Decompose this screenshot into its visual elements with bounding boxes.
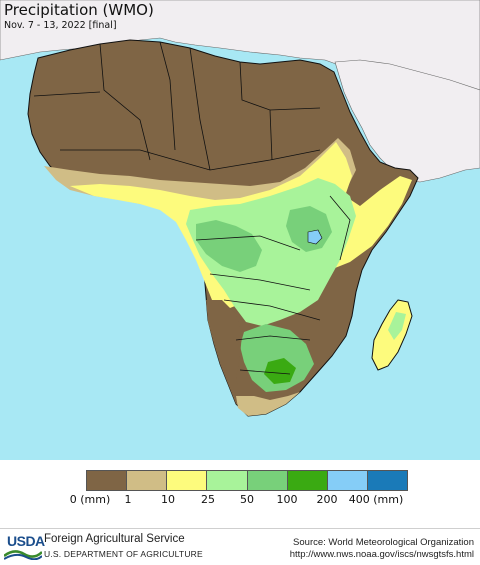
legend-tick-1: 1: [124, 493, 132, 506]
country-borders: [33, 41, 351, 375]
legend-tick-200: 200: [316, 493, 338, 506]
heavy-rain-zone-southern: [240, 324, 314, 392]
lake-victoria: [307, 229, 323, 245]
legend: 0 (mm) 1 10 25 50 100 200 400 (mm): [0, 460, 480, 528]
footer-divider: [0, 528, 480, 529]
data-source: Source: World Meteorological Organizatio…: [293, 537, 474, 548]
arabian-peninsula: [334, 59, 480, 183]
legend-tick-25: 25: [201, 493, 215, 506]
madagascar-wet: [388, 312, 406, 340]
usda-logo-swoosh-icon: [4, 550, 42, 560]
department-name: U.S. DEPARTMENT OF AGRICULTURE: [44, 549, 203, 559]
legend-swatch-25-50: [207, 471, 248, 490]
heavy-rain-zone-congo: [196, 220, 262, 272]
usda-logo-text: USDA: [7, 533, 45, 549]
legend-swatch-1-10: [127, 471, 168, 490]
precipitation-map: Precipitation (WMO) Nov. 7 - 13, 2022 [f…: [0, 0, 480, 460]
source-url-link[interactable]: http://www.nws.noaa.gov/iscs/nwsgtsfs.ht…: [289, 549, 474, 560]
legend-swatch-50-100: [247, 471, 288, 490]
very-heavy-rain-zone: [264, 358, 296, 384]
heavy-rain-zone-great-lakes: [286, 206, 332, 252]
legend-tick-0: 0 (mm): [69, 493, 111, 506]
map-title: Precipitation (WMO): [4, 1, 154, 19]
map-subtitle: Nov. 7 - 13, 2022 [final]: [4, 20, 117, 31]
legend-swatch-200-400: [327, 471, 368, 490]
legend-swatch-10-25: [167, 471, 208, 490]
legend-swatch-0-1: [87, 471, 128, 490]
legend-tick-400: 400 (mm): [348, 493, 404, 506]
legend-color-bar: [86, 470, 408, 491]
southwest-dry-zone: [206, 300, 248, 410]
legend-tick-50: 50: [240, 493, 254, 506]
usda-logo: USDA: [4, 532, 45, 560]
agency-name: Foreign Agricultural Service: [44, 533, 185, 545]
legend-tick-10: 10: [161, 493, 175, 506]
legend-swatch-400-plus: [367, 471, 407, 490]
legend-tick-100: 100: [276, 493, 298, 506]
southern-tan-zone: [236, 392, 300, 416]
legend-swatch-100-200: [287, 471, 328, 490]
footer: USDA Foreign Agricultural Service U.S. D…: [0, 529, 480, 565]
africa-map-graphic: [0, 0, 480, 417]
